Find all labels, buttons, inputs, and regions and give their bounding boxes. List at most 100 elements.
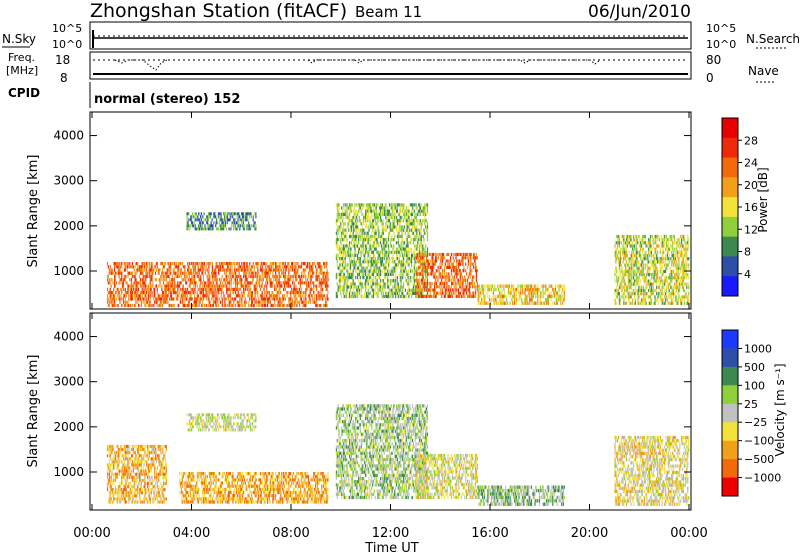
echo-cell (124, 291, 126, 295)
echo-cell (633, 260, 635, 264)
echo-cell (542, 287, 544, 292)
echo-cell (242, 284, 244, 288)
echo-cell (267, 297, 269, 301)
echo-cell (157, 294, 159, 298)
echo-cell (422, 285, 424, 289)
echo-cell (411, 225, 414, 229)
echo-cell (633, 238, 635, 242)
echo-cell (261, 303, 263, 308)
echo-cell (301, 281, 303, 285)
echo-cell (392, 285, 394, 289)
echo-cell (430, 294, 432, 298)
echo-cell (559, 294, 561, 299)
echo-cell (509, 291, 511, 295)
echo-cell (617, 238, 620, 242)
echo-cell (344, 234, 346, 239)
echo-cell (380, 247, 383, 251)
echo-cell (151, 274, 153, 279)
echo-cell (321, 287, 323, 291)
echo-cell (381, 231, 383, 235)
echo-cell (232, 274, 234, 279)
echo-cell (286, 303, 288, 308)
echo-cell (208, 215, 210, 219)
echo-cell (349, 257, 351, 261)
echo-cell (275, 287, 277, 291)
echo-cell (524, 294, 526, 299)
echo-cell (614, 279, 616, 283)
echo-cell (452, 278, 454, 282)
echo-cell (411, 294, 413, 299)
echo-cell (377, 250, 379, 254)
echo-cell (209, 291, 211, 295)
echo-cell (399, 206, 401, 210)
echo-cell (243, 268, 245, 272)
echo-cell (431, 269, 433, 273)
echo-cell (354, 203, 356, 207)
echo-cell (272, 274, 274, 279)
echo-cell (385, 269, 387, 273)
echo-cell (258, 297, 260, 301)
echo-cell (339, 263, 341, 267)
echo-cell (156, 303, 158, 308)
echo-cell (208, 278, 210, 282)
echo-cell (287, 262, 289, 266)
echo-cell (263, 268, 265, 272)
echo-cell (378, 276, 380, 280)
echo-cell (388, 260, 391, 264)
echo-cell (299, 281, 301, 285)
echo-cell (552, 294, 554, 299)
echo-cell (307, 262, 309, 266)
echo-cell (517, 284, 519, 288)
echo-cell (349, 250, 352, 254)
echo-cell (387, 206, 389, 210)
echo-cell (411, 209, 414, 213)
echo-cell (207, 215, 209, 219)
echo-cell (426, 203, 429, 207)
echo-cell (475, 269, 477, 273)
echo-cell (385, 276, 387, 280)
echo-cell (229, 215, 231, 219)
echo-cell (378, 231, 380, 235)
echo-cell (405, 206, 407, 210)
echo-cell (426, 247, 429, 251)
echo-cell (107, 297, 109, 301)
echo-cell (277, 268, 279, 272)
echo-cell (432, 256, 434, 260)
echo-cell (404, 263, 406, 267)
echo-cell (552, 287, 554, 292)
echo-cell (125, 291, 127, 295)
echo-cell (190, 271, 192, 275)
echo-cell (290, 297, 292, 301)
echo-cell (142, 262, 144, 266)
echo-cell (251, 291, 253, 295)
echo-cell (285, 281, 287, 285)
echo-cell (390, 215, 392, 220)
echo-cell (325, 278, 327, 282)
echo-cell (368, 203, 370, 207)
echo-cell (317, 294, 319, 298)
echo-cell (335, 222, 337, 226)
echo-cell (391, 288, 393, 292)
echo-cell (380, 234, 383, 239)
echo-cell (271, 262, 273, 266)
echo-cell (357, 231, 359, 235)
echo-cell (341, 206, 343, 210)
echo-cell (413, 276, 415, 280)
echo-cell (325, 274, 327, 279)
echo-cell (372, 219, 375, 223)
echo-cell (487, 294, 489, 299)
echo-cell (459, 285, 461, 289)
echo-cell (110, 278, 112, 282)
echo-cell (547, 298, 549, 302)
echo-cell (309, 297, 311, 301)
echo-cell (395, 241, 397, 245)
echo-cell (178, 274, 181, 279)
echo-cell (472, 275, 474, 279)
echo-cell (455, 256, 457, 260)
echo-cell (558, 287, 560, 292)
echo-cell (167, 274, 169, 279)
echo-cell (152, 284, 154, 288)
echo-cell (491, 284, 493, 288)
echo-cell (177, 303, 179, 308)
echo-cell (423, 259, 425, 263)
